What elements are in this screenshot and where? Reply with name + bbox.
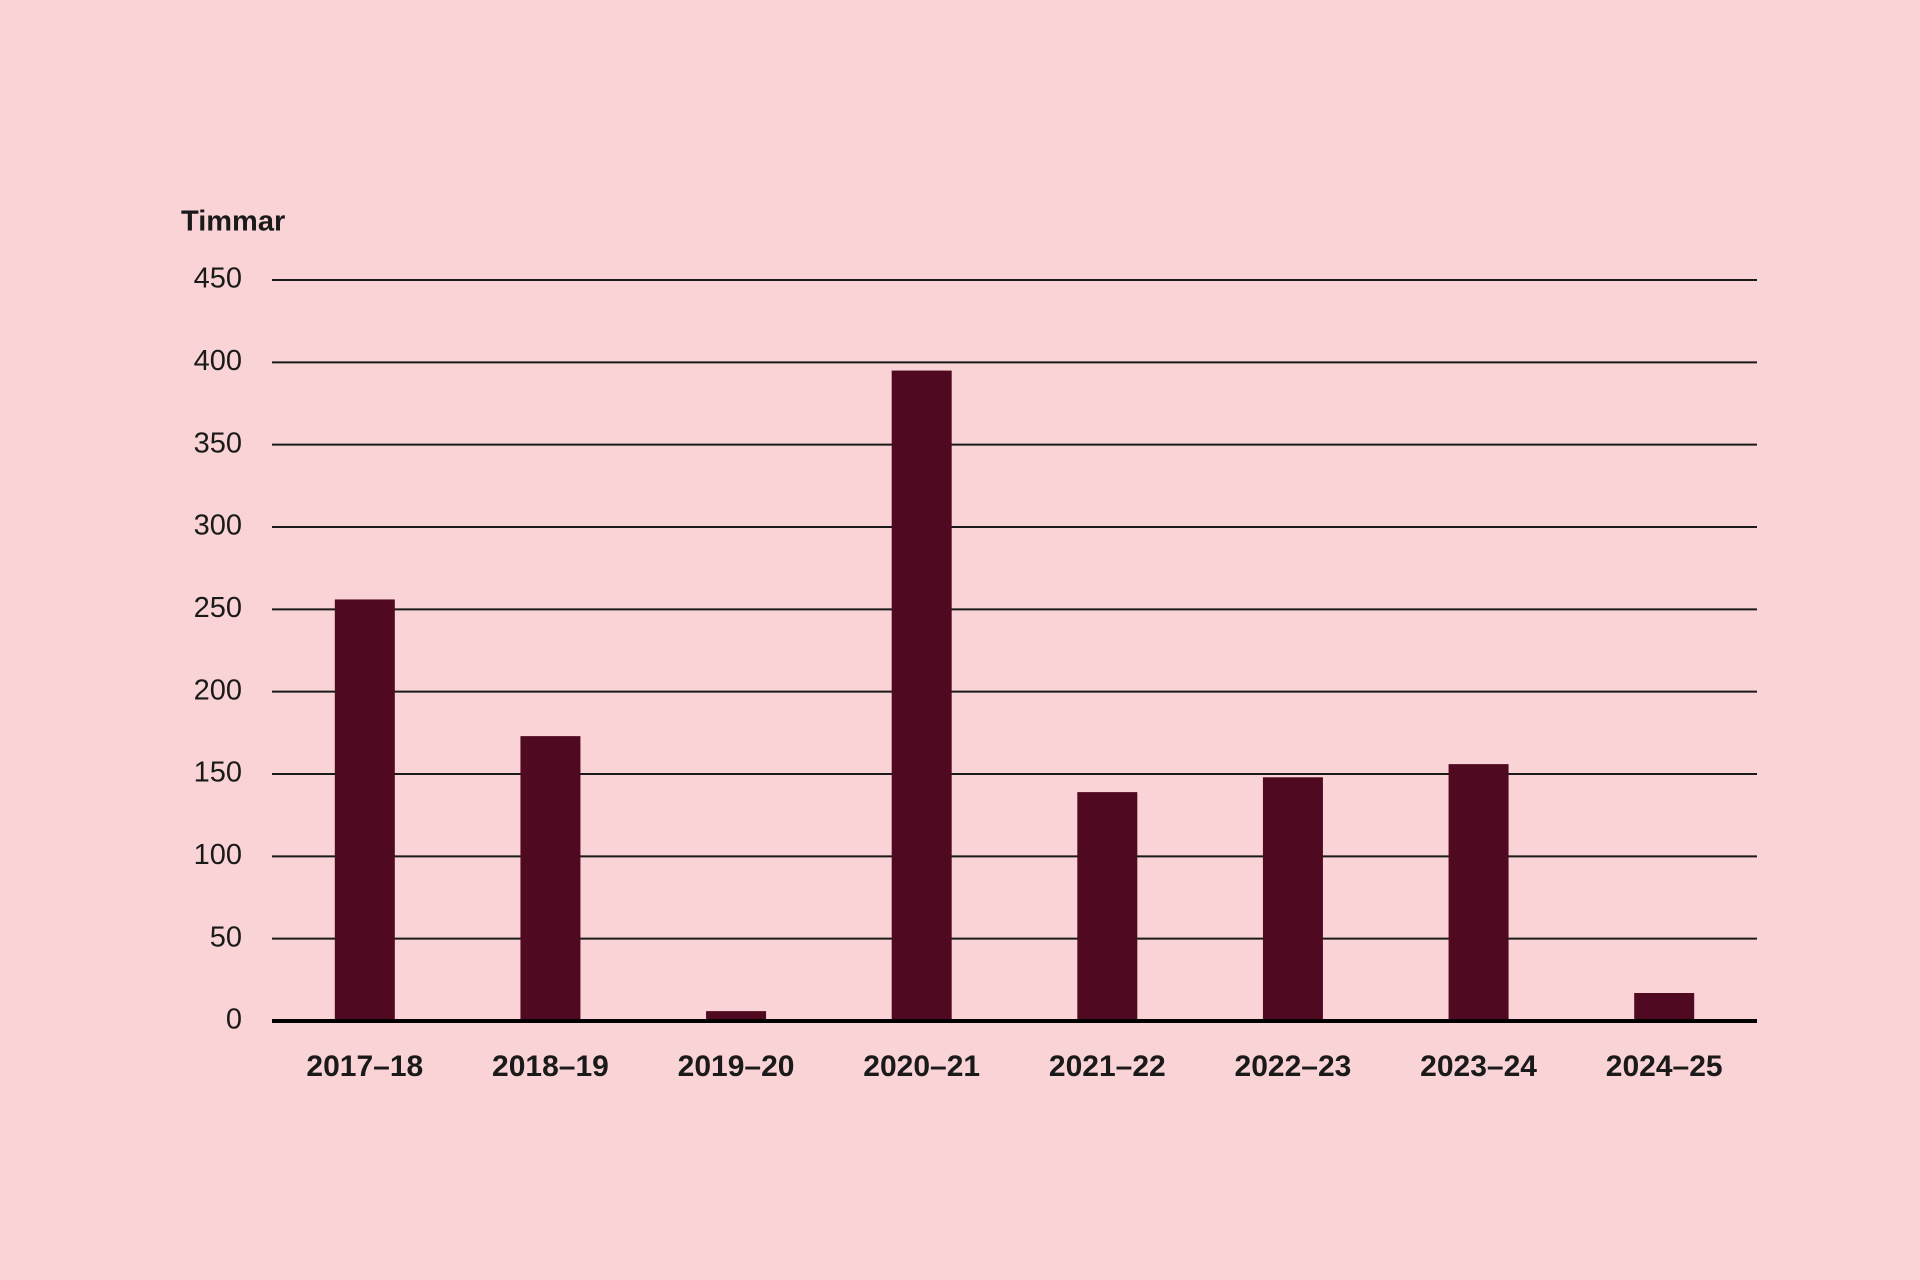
y-tick-label: 150	[194, 757, 242, 789]
y-tick-label: 250	[194, 592, 242, 624]
y-tick-label: 350	[194, 427, 242, 459]
x-tick-label: 2024–25	[1606, 1050, 1723, 1083]
y-tick-label: 300	[194, 510, 242, 542]
x-tick-label: 2020–21	[863, 1050, 980, 1083]
y-tick-label: 450	[194, 263, 242, 295]
bar	[1077, 792, 1138, 1021]
bar	[891, 370, 952, 1022]
y-tick-label: 0	[226, 1004, 242, 1036]
y-tick-label: 200	[194, 674, 242, 706]
x-tick-label: 2018–19	[492, 1050, 609, 1083]
x-tick-label: 2021–22	[1049, 1050, 1166, 1083]
bar	[1262, 777, 1323, 1021]
bar	[706, 1011, 767, 1021]
y-tick-label: 50	[210, 921, 242, 953]
y-tick-label: 400	[194, 345, 242, 377]
bar	[1448, 764, 1509, 1021]
bar	[1634, 993, 1695, 1021]
y-axis-label: Timmar	[181, 206, 285, 238]
x-tick-label: 2019–20	[678, 1050, 795, 1083]
x-tick-label: 2023–24	[1420, 1050, 1537, 1083]
bar	[520, 736, 581, 1021]
x-tick-label: 2017–18	[306, 1050, 423, 1083]
y-tick-label: 100	[194, 839, 242, 871]
x-tick-label: 2022–23	[1235, 1050, 1352, 1083]
bar	[334, 599, 395, 1021]
